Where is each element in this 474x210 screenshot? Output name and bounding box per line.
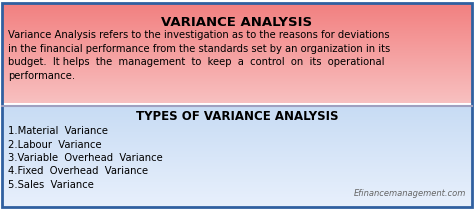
Text: Efinancemanagement.com: Efinancemanagement.com (354, 189, 466, 198)
Text: 2.Labour  Variance: 2.Labour Variance (8, 139, 101, 150)
Text: 5.Sales  Variance: 5.Sales Variance (8, 180, 94, 190)
Text: Variance Analysis refers to the investigation as to the reasons for deviations
i: Variance Analysis refers to the investig… (8, 30, 390, 81)
Text: 1.Material  Variance: 1.Material Variance (8, 126, 108, 136)
Text: TYPES OF VARIANCE ANALYSIS: TYPES OF VARIANCE ANALYSIS (136, 110, 338, 123)
Text: 3.Variable  Overhead  Variance: 3.Variable Overhead Variance (8, 153, 163, 163)
Text: 4.Fixed  Overhead  Variance: 4.Fixed Overhead Variance (8, 167, 148, 176)
Text: VARIANCE ANALYSIS: VARIANCE ANALYSIS (162, 16, 312, 29)
